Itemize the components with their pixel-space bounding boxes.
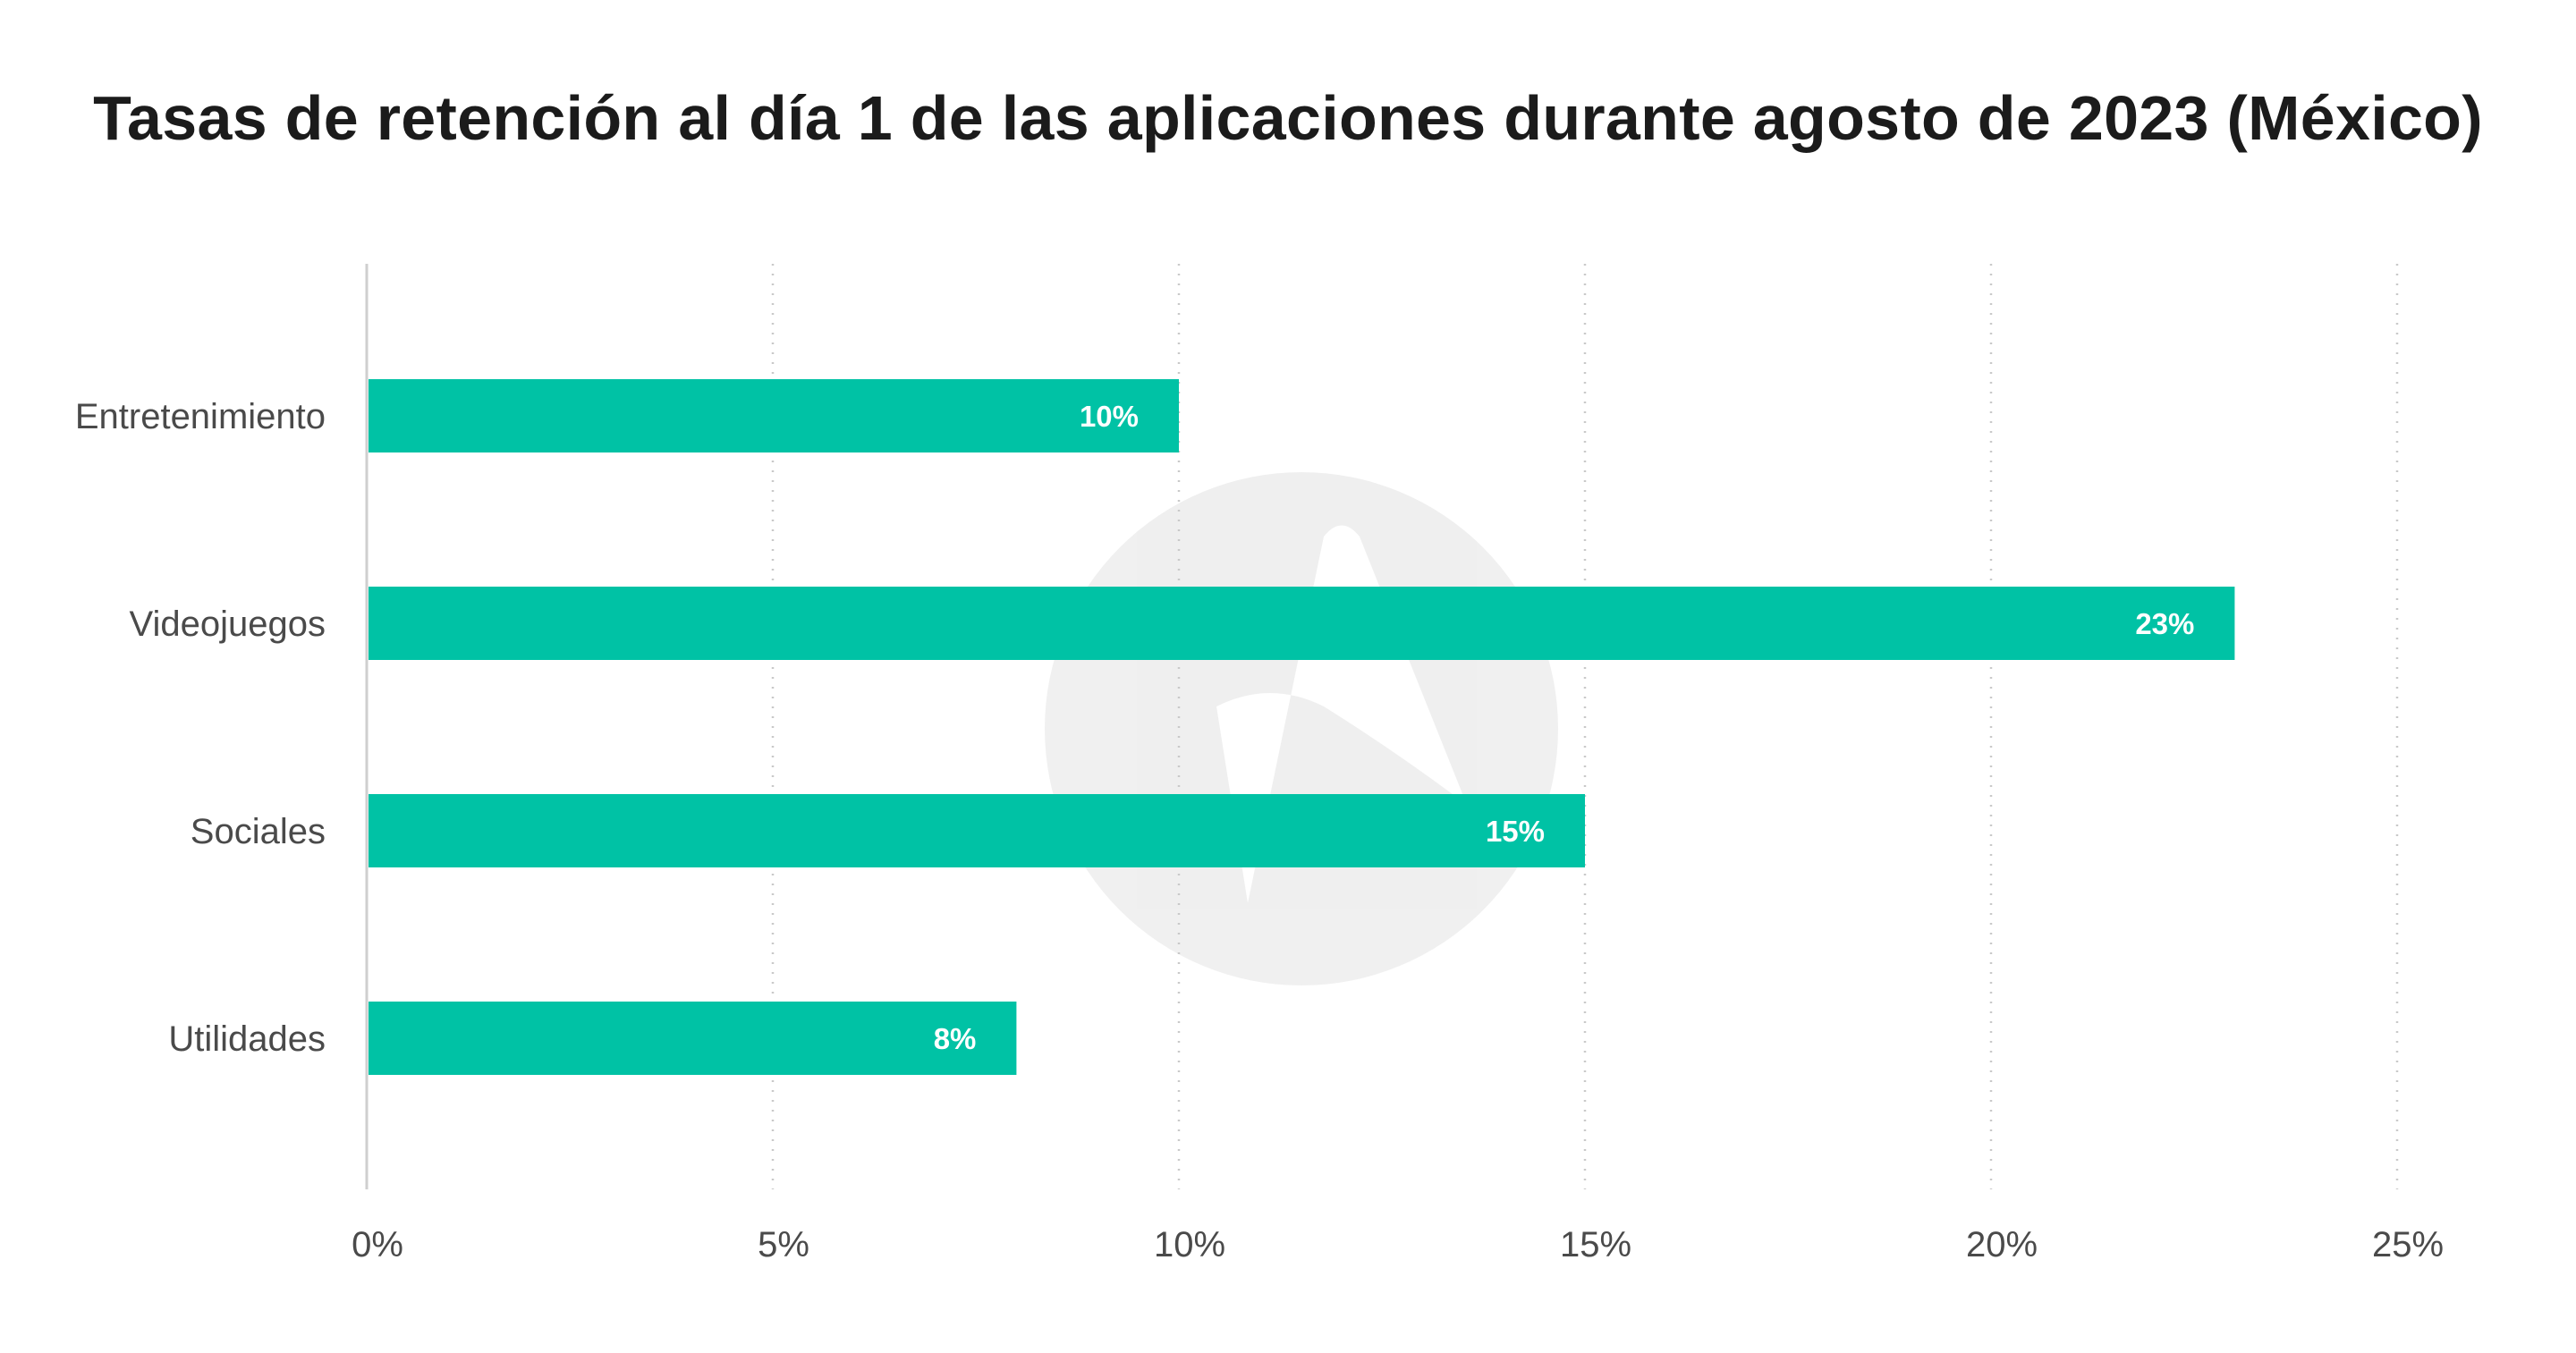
- gridlines: [771, 264, 2399, 1189]
- data-label: 15%: [1486, 815, 1545, 848]
- x-tick-label: 15%: [1560, 1225, 1631, 1264]
- chart-title: Tasas de retención al día 1 de las aplic…: [93, 83, 2483, 153]
- bar: [369, 1002, 1017, 1075]
- category-label: Videojuegos: [130, 605, 326, 644]
- category-label: Utilidades: [168, 1019, 326, 1059]
- category-label: Sociales: [191, 812, 326, 851]
- data-label: 8%: [934, 1022, 977, 1055]
- x-axis-ticks: 0% 5% 10% 15% 20% 25%: [352, 1225, 2444, 1264]
- data-label: 23%: [2135, 607, 2194, 640]
- bar: [369, 379, 1179, 452]
- data-label: 10%: [1080, 400, 1139, 433]
- x-tick-label: 20%: [1966, 1225, 2038, 1264]
- x-tick-label: 25%: [2372, 1225, 2444, 1264]
- bar: [369, 794, 1585, 867]
- category-labels: Entretenimiento Videojuegos Sociales Utilid…: [75, 397, 326, 1059]
- category-label: Entretenimiento: [75, 397, 326, 436]
- watermark-logo-icon: [1045, 472, 1558, 985]
- x-tick-label: 0%: [352, 1225, 403, 1264]
- bars: 10% 23% 15% 8%: [369, 379, 2235, 1075]
- bar: [369, 587, 2235, 660]
- x-tick-label: 5%: [758, 1225, 809, 1264]
- x-tick-label: 10%: [1154, 1225, 1225, 1264]
